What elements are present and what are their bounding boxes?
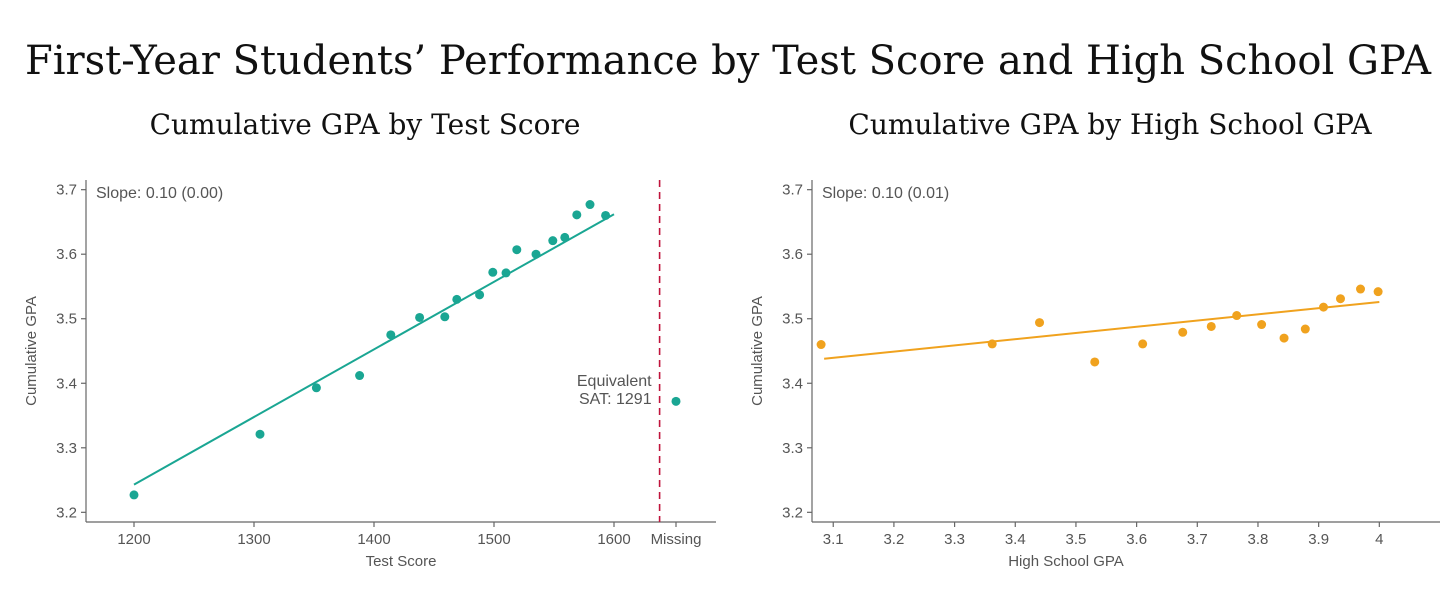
right-panel-title: Cumulative GPA by High School GPA (848, 108, 1372, 141)
x-tick-label: 1400 (357, 531, 390, 548)
x-axis-title: Test Score (366, 553, 437, 570)
y-tick-label: 3.3 (782, 440, 803, 457)
data-point (415, 312, 425, 322)
data-point (1090, 357, 1100, 367)
data-point (1035, 318, 1045, 328)
data-point (129, 490, 139, 500)
equivalent-label: Equivalent (577, 373, 652, 390)
y-tick-label: 3.3 (56, 440, 77, 457)
data-point (987, 339, 997, 349)
fit-line (133, 213, 615, 486)
x-tick-label: 3.4 (1005, 531, 1026, 548)
data-point (560, 232, 570, 242)
x-tick-label: 3.6 (1126, 531, 1147, 548)
data-point (572, 210, 582, 220)
data-point (1178, 327, 1188, 337)
data-point (255, 429, 265, 439)
data-point (386, 330, 396, 340)
x-axis-title: High School GPA (1008, 553, 1124, 570)
data-point (548, 236, 558, 246)
data-point (1138, 339, 1148, 349)
y-tick-label: 3.2 (782, 504, 803, 521)
data-point (1319, 302, 1329, 312)
y-tick-label: 3.4 (782, 375, 803, 392)
x-tick-label: 3.9 (1308, 531, 1329, 548)
data-point (512, 245, 522, 255)
data-point (1279, 333, 1289, 343)
x-tick-label: 1500 (477, 531, 510, 548)
data-point (311, 383, 321, 393)
x-tick-label: 3.5 (1066, 531, 1087, 548)
data-point (1335, 294, 1345, 304)
x-tick-label: 3.7 (1187, 531, 1208, 548)
data-point (501, 268, 511, 278)
slope-annotation: Slope: 0.10 (0.01) (822, 185, 949, 202)
x-tick-label: 3.1 (823, 531, 844, 548)
data-point (1300, 324, 1310, 334)
data-point (1257, 320, 1267, 330)
y-tick-label: 3.4 (56, 375, 77, 392)
x-tick-label-missing: Missing (651, 531, 702, 548)
x-tick-label: 3.3 (944, 531, 965, 548)
data-point (1232, 311, 1242, 321)
x-tick-label: 4 (1375, 531, 1383, 548)
data-point (488, 267, 498, 277)
data-point (452, 294, 462, 304)
left-chart: 3.2 3.3 3.4 3.5 3.6 3.7 1200 1300 1400 1500 1600 Te… (23, 180, 716, 570)
data-point (585, 200, 595, 210)
y-tick-label: 3.5 (56, 311, 77, 328)
y-axis-title: Cumulative GPA (23, 296, 40, 406)
data-point (816, 340, 826, 350)
y-tick-label: 3.2 (56, 504, 77, 521)
y-tick-label: 3.7 (56, 182, 77, 199)
y-tick-label: 3.6 (56, 246, 77, 263)
data-point (1356, 284, 1366, 294)
x-tick-label: 1600 (597, 531, 630, 548)
x-tick-label: 3.8 (1248, 531, 1269, 548)
y-tick-label: 3.6 (782, 246, 803, 263)
slope-annotation: Slope: 0.10 (0.00) (96, 185, 223, 202)
data-point (601, 210, 611, 220)
x-tick-label: 3.2 (883, 531, 904, 548)
y-tick-label: 3.5 (782, 311, 803, 328)
equivalent-sat-label: SAT: 1291 (579, 391, 652, 408)
missing-data-point (671, 396, 681, 406)
y-axis-title: Cumulative GPA (749, 296, 766, 406)
y-tick-label: 3.7 (782, 182, 803, 199)
data-point (1373, 287, 1383, 297)
data-point (1206, 321, 1216, 331)
x-tick-label: 1200 (117, 531, 150, 548)
data-point (531, 249, 541, 259)
data-point (355, 371, 365, 381)
x-tick-label: 1300 (237, 531, 270, 548)
figure-title: First-Year Students’ Performance by Test… (24, 38, 1432, 84)
right-chart: 3.2 3.3 3.4 3.5 3.6 3.7 3.1 3.2 3.3 3.4 3.5 3.6 3.7 3… (749, 180, 1440, 570)
left-panel-title: Cumulative GPA by Test Score (149, 108, 581, 141)
fit-line (824, 300, 1380, 360)
data-point (475, 290, 485, 300)
data-point (440, 312, 450, 322)
